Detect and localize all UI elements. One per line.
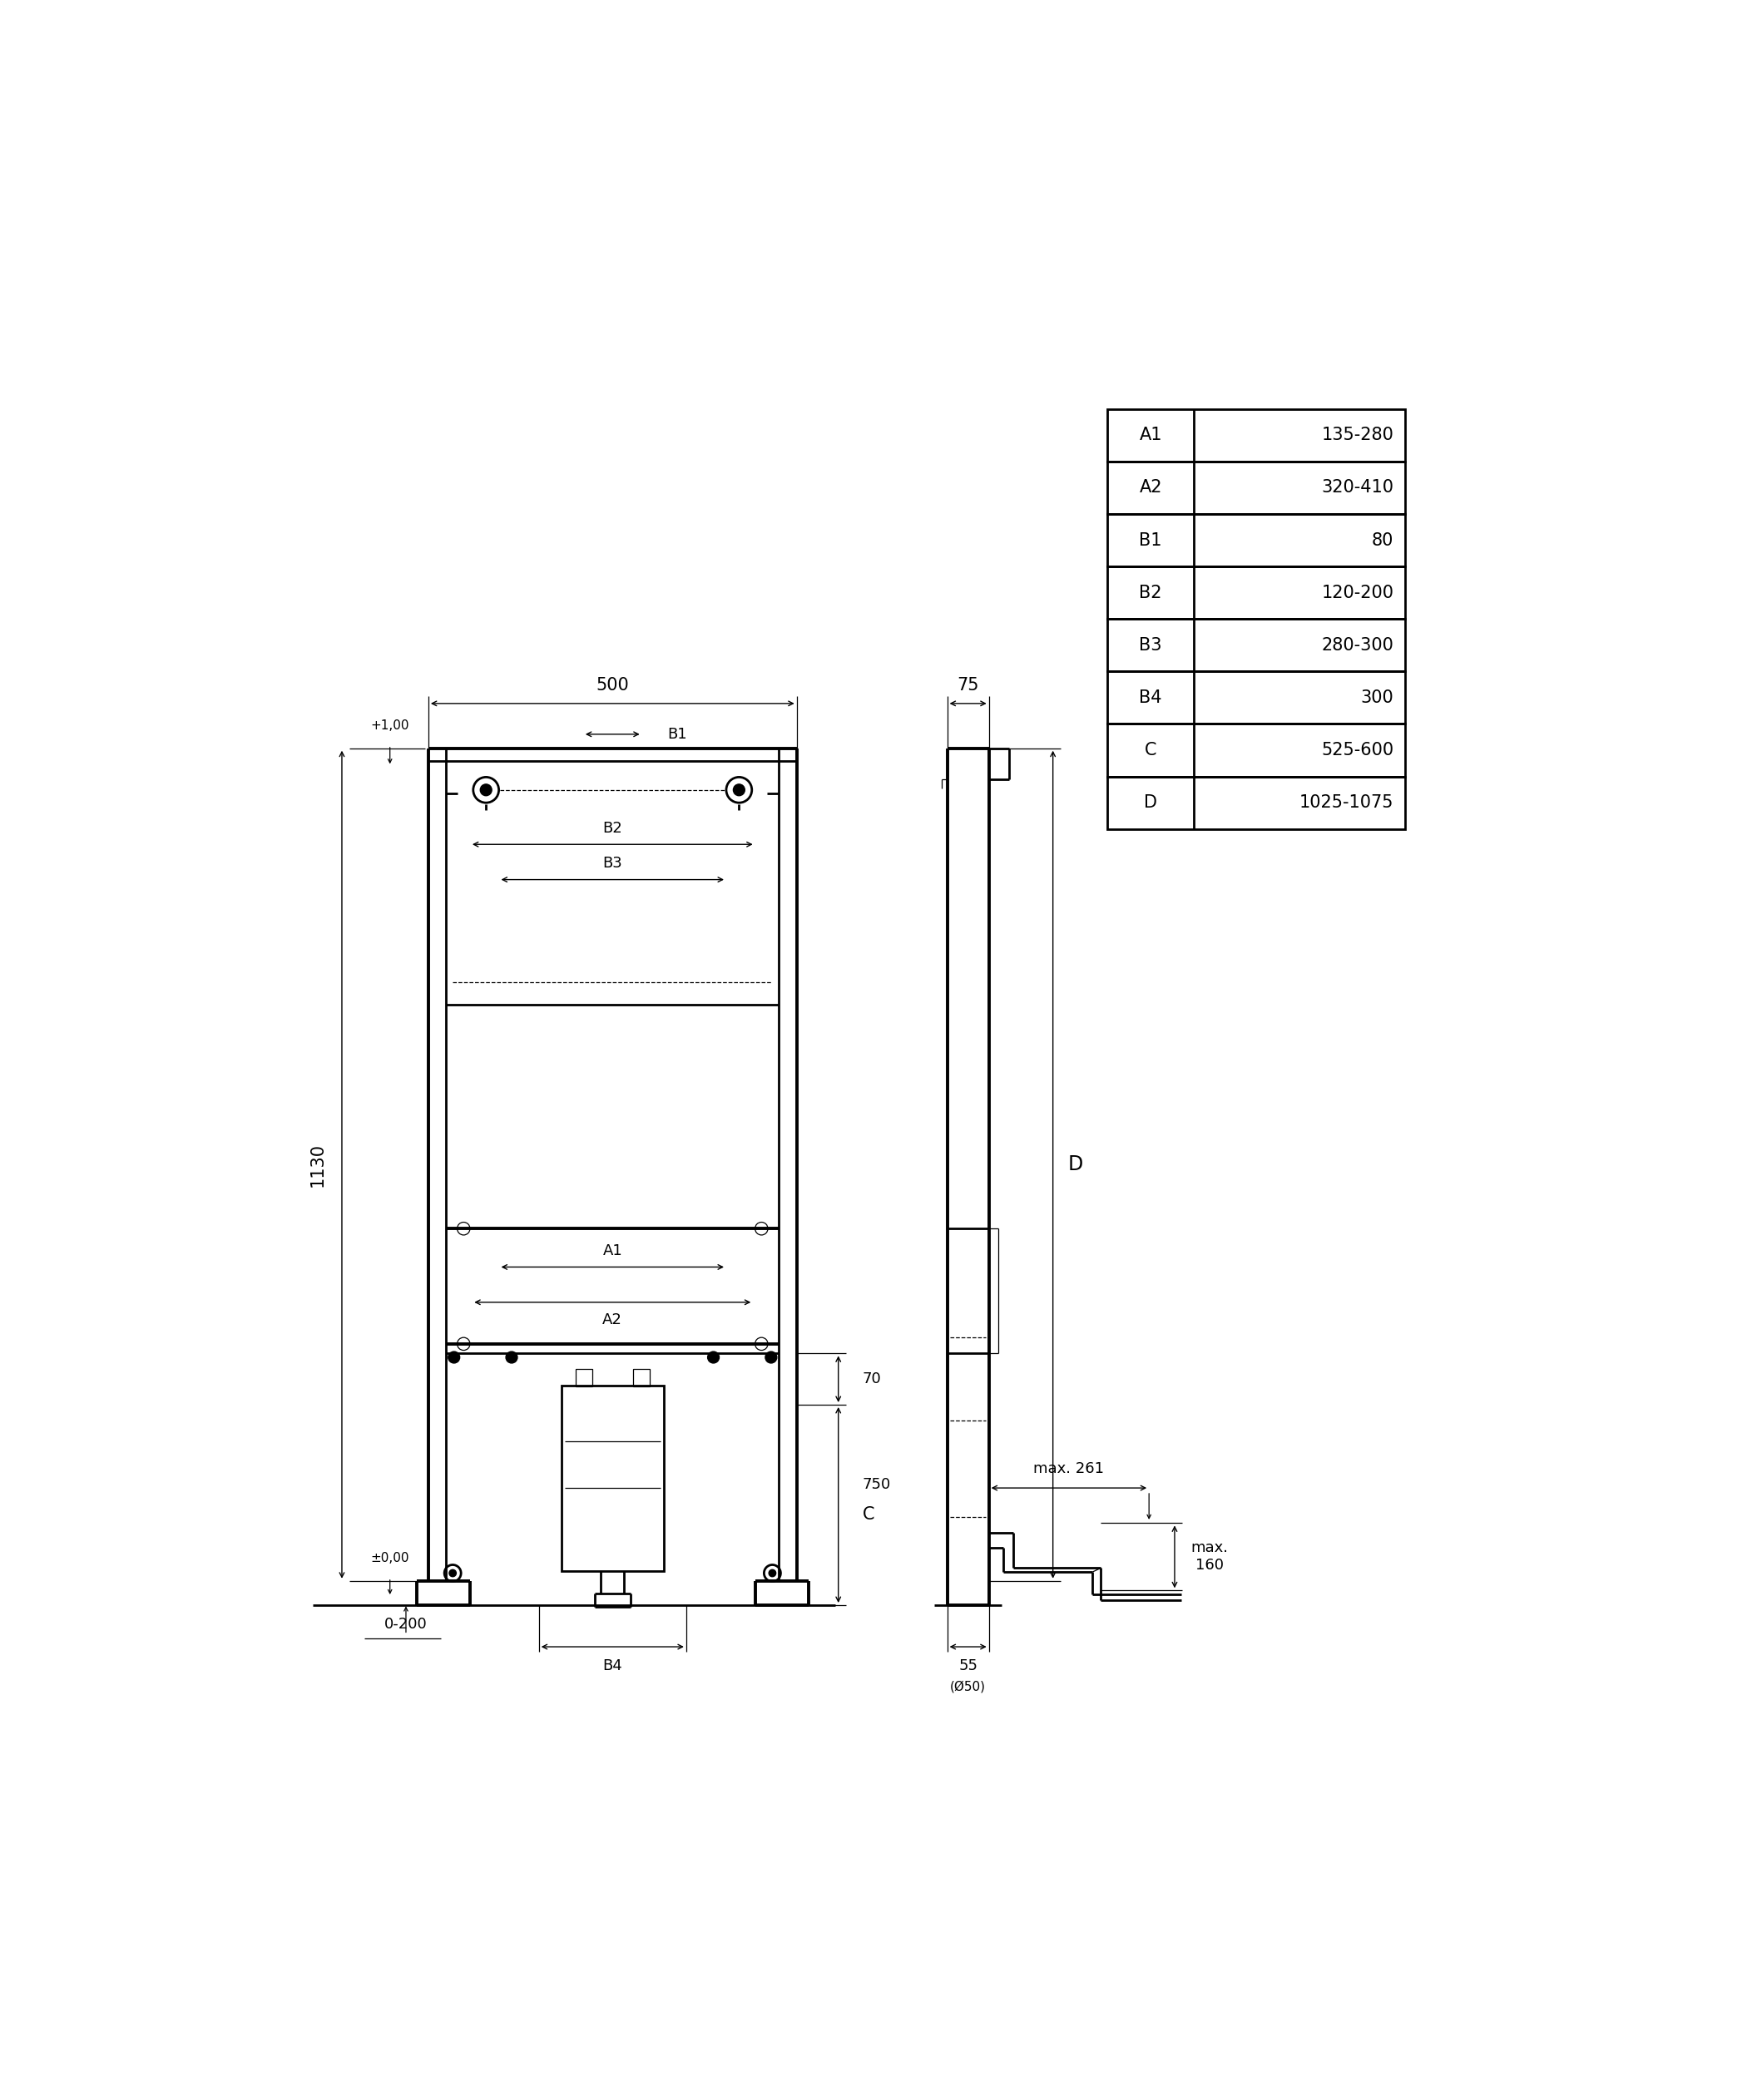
Text: (Ø50): (Ø50)	[950, 1680, 986, 1693]
Text: B3: B3	[603, 857, 622, 872]
Circle shape	[506, 1352, 517, 1363]
Circle shape	[734, 783, 745, 796]
Text: 135-280: 135-280	[1321, 426, 1393, 443]
Text: 280-300: 280-300	[1321, 636, 1393, 653]
Text: ±0,00: ±0,00	[371, 1552, 410, 1564]
Text: B3: B3	[1139, 636, 1162, 653]
Text: B1: B1	[1139, 531, 1162, 548]
Circle shape	[449, 1569, 456, 1577]
Text: C: C	[1144, 741, 1156, 758]
Circle shape	[449, 1352, 459, 1363]
Text: D: D	[1144, 794, 1158, 811]
Text: C: C	[862, 1506, 874, 1522]
Text: B1: B1	[668, 727, 687, 741]
Bar	[1107, 620, 1405, 672]
Text: 55: 55	[958, 1659, 978, 1674]
Bar	[1107, 724, 1405, 777]
Bar	[1107, 777, 1405, 830]
Text: B4: B4	[603, 1659, 622, 1674]
Text: A2: A2	[603, 1312, 622, 1327]
Bar	[1107, 567, 1405, 619]
Bar	[632, 1369, 650, 1386]
Text: 320-410: 320-410	[1321, 479, 1393, 496]
Text: max. 261: max. 261	[1034, 1462, 1104, 1476]
Text: 75: 75	[957, 676, 979, 693]
Text: B4: B4	[1139, 689, 1162, 706]
Circle shape	[708, 1352, 718, 1363]
Bar	[575, 1369, 592, 1386]
Text: 70: 70	[862, 1371, 881, 1386]
Bar	[1107, 410, 1405, 462]
Bar	[1107, 672, 1405, 724]
Text: 500: 500	[596, 676, 629, 693]
Text: 80: 80	[1372, 531, 1393, 548]
Text: D: D	[1067, 1155, 1083, 1174]
Text: 1130: 1130	[308, 1142, 326, 1186]
Bar	[1107, 462, 1405, 514]
Text: 1025-1075: 1025-1075	[1300, 794, 1393, 811]
Text: 300: 300	[1361, 689, 1393, 706]
Text: B2: B2	[603, 821, 622, 836]
Text: A1: A1	[1139, 426, 1162, 443]
Text: B2: B2	[1139, 584, 1162, 601]
Text: max.
160: max. 160	[1191, 1541, 1228, 1573]
Circle shape	[766, 1352, 776, 1363]
Text: A2: A2	[1139, 479, 1162, 496]
Text: A1: A1	[603, 1243, 622, 1258]
Text: 525-600: 525-600	[1321, 741, 1393, 758]
Text: 750: 750	[862, 1476, 892, 1491]
Text: +1,00: +1,00	[371, 718, 410, 731]
Bar	[1107, 514, 1405, 567]
Text: 0-200: 0-200	[384, 1617, 427, 1632]
Bar	[561, 1386, 664, 1571]
Circle shape	[480, 783, 492, 796]
Text: 120-200: 120-200	[1321, 584, 1393, 601]
Circle shape	[769, 1569, 776, 1577]
